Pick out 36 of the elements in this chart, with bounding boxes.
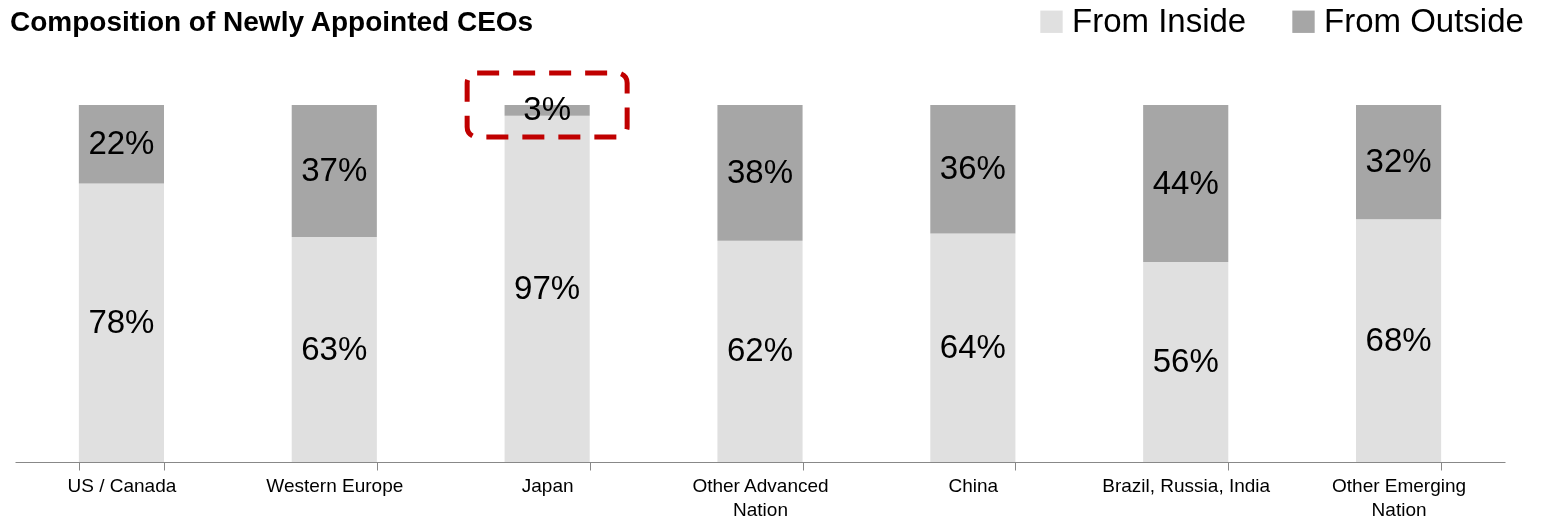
bar: [1356, 219, 1442, 462]
bar: [717, 105, 803, 241]
bar: [291, 237, 377, 462]
data-label: 22%: [88, 124, 155, 162]
bar: [930, 105, 1016, 234]
bar: [1356, 105, 1442, 220]
data-label: 63%: [301, 329, 368, 367]
x-tick-label: Other Emerging Nation: [1332, 474, 1467, 520]
data-label: 97%: [514, 268, 581, 306]
x-tick-label: Japan: [521, 474, 574, 496]
data-label: 36%: [939, 149, 1006, 187]
data-label: 68%: [1365, 320, 1432, 358]
data-label: 37%: [301, 151, 368, 189]
data-label: 78%: [88, 302, 155, 340]
data-label: 32%: [1365, 142, 1432, 180]
bar: [78, 183, 164, 462]
x-tick-label: Other Advanced Nation: [692, 474, 829, 520]
data-label: 3%: [523, 90, 571, 128]
x-tick-label: Western Europe: [266, 474, 404, 496]
data-label: 38%: [726, 152, 794, 190]
x-tick-label: US / Canada: [67, 474, 177, 496]
legend-label: From Outside: [1324, 1, 1524, 39]
legend-label: From Inside: [1072, 1, 1247, 39]
bar: [930, 233, 1016, 462]
data-label: 64%: [939, 327, 1006, 365]
data-label: 56%: [1152, 342, 1219, 380]
x-tick-label: China: [948, 474, 999, 496]
x-tick-label: Brazil, Russia, India: [1102, 474, 1271, 496]
bar: [291, 105, 377, 238]
bar: [717, 240, 803, 462]
bar: [1143, 105, 1229, 263]
chart-title: Composition of Newly Appointed CEOs: [10, 6, 534, 37]
bar: [78, 105, 164, 184]
bar: [1143, 262, 1229, 462]
data-label: 62%: [726, 331, 794, 369]
data-label: 44%: [1152, 163, 1219, 201]
